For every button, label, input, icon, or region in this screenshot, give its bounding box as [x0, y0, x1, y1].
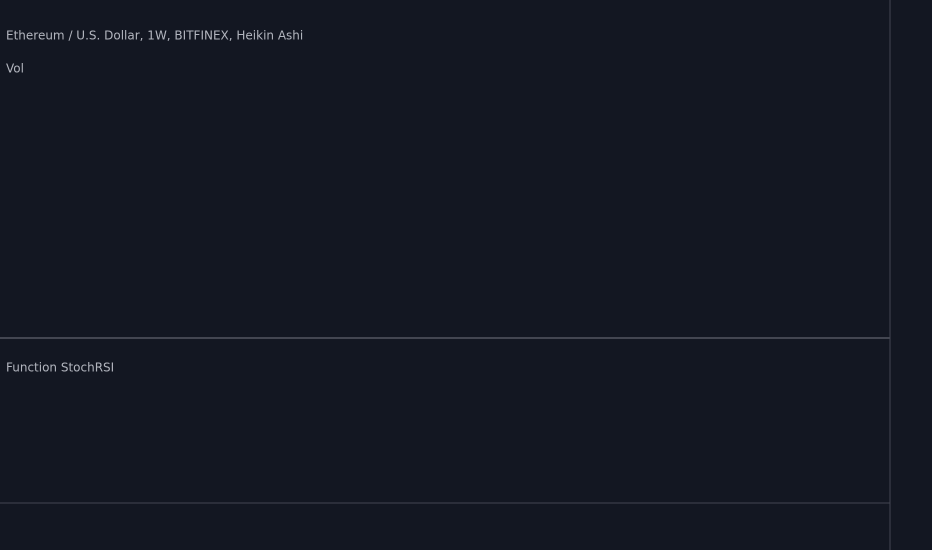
chart-title: Ethereum / U.S. Dollar, 1W, BITFINEX, He… [6, 29, 303, 43]
indicator-title: Function StochRSI [6, 361, 114, 375]
volume-label: Vol [6, 62, 24, 76]
